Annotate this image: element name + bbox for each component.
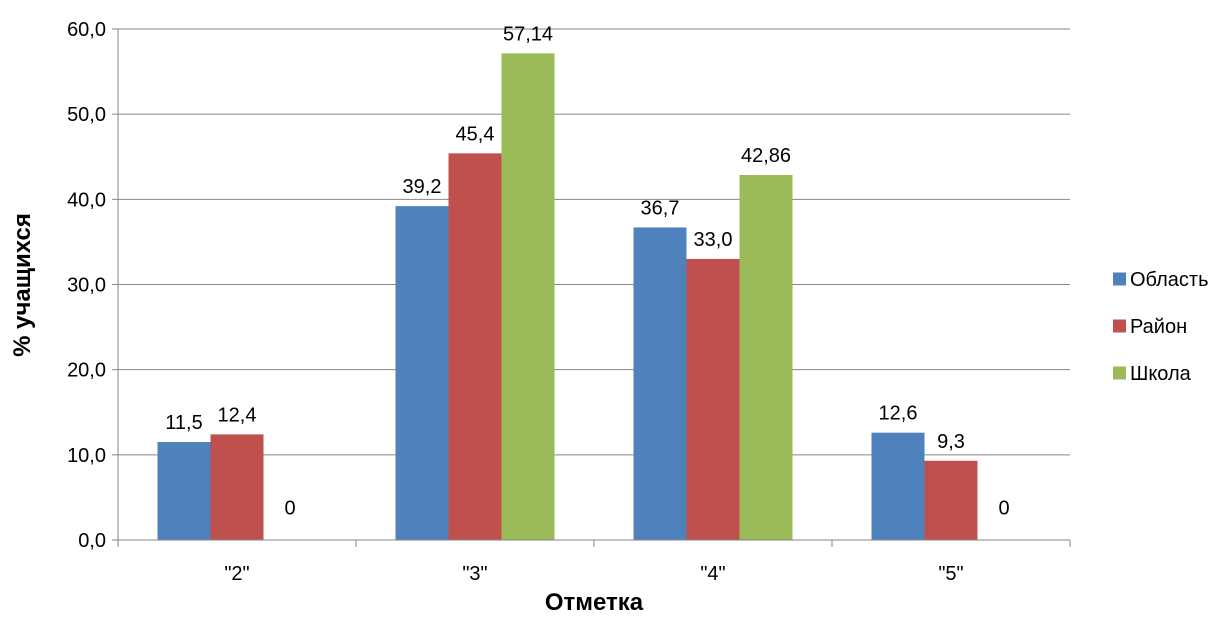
- data-label: 12,4: [218, 404, 257, 426]
- data-label: 36,7: [641, 197, 680, 219]
- x-tick-label: "3": [462, 563, 487, 585]
- bar: [686, 258, 740, 540]
- data-label: 57,14: [503, 23, 553, 45]
- data-label: 45,4: [456, 123, 495, 145]
- x-tick-label: "4": [700, 563, 725, 585]
- data-label: 0: [998, 497, 1009, 519]
- y-tick-label: 0,0: [78, 530, 106, 552]
- x-tick-label: "5": [938, 563, 963, 585]
- legend-label: Школа: [1130, 363, 1192, 385]
- data-label: 33,0: [694, 229, 733, 251]
- bars: [157, 53, 978, 541]
- legend: Область Район Школа: [1113, 269, 1209, 385]
- bar: [501, 53, 555, 540]
- legend-swatch: [1113, 366, 1126, 380]
- bar: [448, 153, 502, 541]
- data-label: 11,5: [165, 412, 202, 434]
- bar: [924, 460, 978, 540]
- bar: [739, 174, 793, 541]
- legend-label: Район: [1130, 316, 1187, 338]
- legend-swatch: [1113, 319, 1126, 333]
- legend-label: Область: [1130, 269, 1209, 291]
- bar: [871, 432, 925, 540]
- axes: 0,0 10,0 20,0 30,0 40,0 50,0 60,0 "2" "3" "4" "5": [67, 19, 1071, 585]
- data-label: 12,6: [879, 403, 918, 425]
- y-tick-label: 60,0: [67, 19, 106, 41]
- bar: [210, 434, 264, 540]
- data-label: 0: [284, 497, 295, 519]
- y-tick-label: 20,0: [67, 360, 106, 382]
- legend-swatch: [1113, 272, 1126, 286]
- y-tick-label: 40,0: [67, 189, 106, 211]
- y-axis-title: % учащихся: [9, 213, 36, 357]
- data-labels: 11,5 12,4 0 39,2 45,4 57,14 36,7 33,0 42,86 12,6 9…: [165, 23, 1009, 519]
- y-tick-label: 30,0: [67, 275, 106, 297]
- y-tick-label: 50,0: [67, 104, 106, 126]
- data-label: 9,3: [937, 431, 965, 453]
- data-label: 39,2: [403, 176, 442, 198]
- x-tick-label: "2": [224, 563, 249, 585]
- x-axis-title: Отметка: [545, 589, 644, 616]
- y-tick-label: 10,0: [67, 445, 106, 467]
- bar: [157, 442, 211, 540]
- bar: [395, 206, 449, 540]
- bar: [633, 227, 687, 540]
- gridlines: [118, 28, 1070, 456]
- data-label: 42,86: [741, 145, 791, 167]
